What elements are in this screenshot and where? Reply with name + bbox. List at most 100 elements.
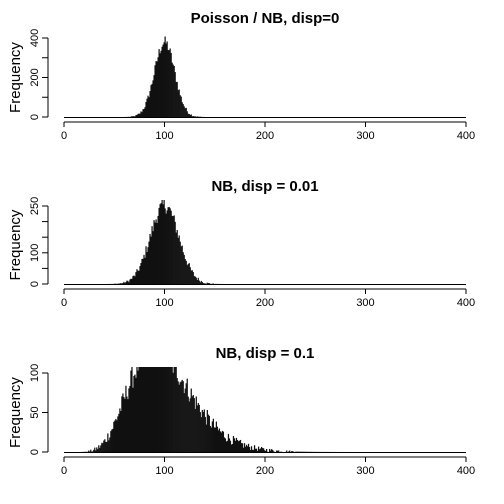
histogram-bar — [292, 451, 294, 452]
histogram-bar — [181, 245, 183, 284]
histogram-bar — [252, 449, 255, 452]
histogram-bar — [142, 109, 144, 117]
histogram-bar — [152, 367, 154, 452]
histogram-bar — [165, 367, 167, 452]
bars — [78, 367, 353, 452]
y-tick-label: 100 — [29, 364, 41, 382]
y-tick-label: 0 — [29, 449, 41, 455]
histogram-bar — [193, 398, 195, 452]
histogram-bar — [278, 450, 280, 452]
y-axis-label: Frequency — [7, 209, 24, 280]
histogram-bar — [193, 116, 195, 117]
histogram-bar — [154, 222, 156, 284]
histogram-bar — [222, 431, 225, 452]
histogram-bar — [133, 375, 135, 452]
histogram-bar — [291, 451, 293, 452]
histogram-bar — [144, 367, 146, 452]
histogram-bar — [131, 278, 133, 284]
histogram-bar — [184, 259, 186, 284]
histogram-bar — [197, 277, 199, 284]
histogram-bar — [105, 441, 107, 452]
histogram-bar — [187, 113, 189, 117]
histogram-bar — [189, 114, 191, 117]
histogram-bar — [264, 450, 266, 452]
histogram-bar — [160, 203, 162, 284]
histogram-bar — [162, 204, 164, 284]
histogram-bar — [251, 449, 254, 452]
histogram-bar — [171, 367, 173, 452]
histogram-bar — [182, 381, 184, 452]
histogram-bar — [166, 41, 168, 118]
histogram-bar — [200, 417, 202, 452]
histogram-bar — [188, 401, 190, 452]
histogram-bar — [183, 254, 185, 284]
histogram-bar — [142, 258, 144, 284]
histogram-bar — [238, 440, 241, 452]
histogram-bar — [229, 440, 232, 452]
histogram-bar — [165, 213, 167, 284]
histogram-bar — [102, 443, 104, 452]
histogram-bar — [261, 448, 264, 452]
histogram-bar — [174, 72, 176, 117]
histogram-bar — [224, 438, 227, 452]
histogram-bar — [167, 367, 169, 452]
histogram-bar — [178, 89, 180, 117]
histogram-bar — [98, 445, 100, 452]
histogram-bar — [243, 443, 246, 452]
histogram-bar — [158, 367, 160, 452]
histogram-bar — [208, 415, 210, 452]
x-tick-label: 100 — [155, 130, 173, 142]
histogram-bar — [256, 450, 259, 452]
histogram-bar — [114, 420, 116, 452]
histogram-bar — [208, 283, 210, 284]
histogram-bar — [182, 104, 184, 117]
histogram-bar — [106, 441, 108, 452]
x-tick-label: 300 — [356, 465, 374, 477]
histogram-bar — [171, 215, 173, 284]
chart-title: NB, disp = 0.01 — [211, 178, 318, 195]
histogram-bar — [92, 451, 94, 452]
histogram-bar — [139, 113, 141, 117]
histogram-bar — [146, 98, 148, 117]
histogram-bar — [134, 116, 136, 117]
histogram-bar — [266, 448, 268, 452]
histogram-bar — [197, 403, 199, 452]
histogram-bar — [128, 282, 130, 284]
histogram-bar — [108, 440, 110, 452]
histogram-bar — [150, 236, 152, 284]
histogram-bar — [155, 219, 157, 284]
histogram-bar — [150, 367, 152, 452]
histogram-bar — [176, 378, 178, 452]
histogram-bar — [136, 367, 138, 452]
histogram-bar — [147, 367, 149, 452]
histogram-bar — [190, 114, 192, 117]
histogram-bar — [161, 200, 163, 284]
histogram-bar — [137, 370, 139, 452]
histogram-bar — [271, 449, 273, 452]
y-tick-label: 100 — [29, 244, 41, 262]
histogram-bar — [150, 85, 152, 117]
histogram-bar — [180, 246, 182, 284]
histogram-bar — [235, 437, 238, 452]
histogram-bar — [170, 210, 172, 284]
histogram-bar — [162, 367, 164, 452]
histogram-bar — [156, 367, 158, 452]
histogram-bar — [181, 102, 183, 117]
histogram-bar — [230, 444, 233, 452]
histogram-bar — [237, 441, 240, 452]
histogram-bar — [130, 370, 132, 452]
histogram-bar — [195, 396, 197, 452]
histogram-bar — [178, 235, 180, 284]
histogram-bar — [168, 50, 170, 118]
histogram-bar — [97, 449, 99, 452]
histogram-bar — [198, 404, 200, 452]
histogram-bar — [215, 421, 217, 452]
histogram-bar — [204, 283, 206, 284]
histogram-bar — [179, 95, 181, 117]
histogram-bar — [145, 246, 147, 284]
histogram-bar — [154, 367, 156, 452]
histogram-bar — [120, 411, 122, 452]
histogram-bar — [159, 204, 161, 284]
histogram-bar — [217, 430, 220, 452]
